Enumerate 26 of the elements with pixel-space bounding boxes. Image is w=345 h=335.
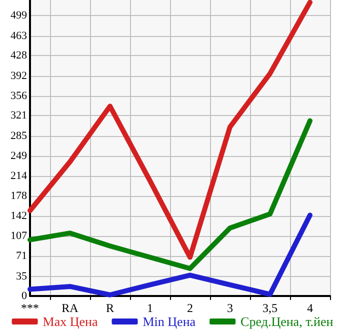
legend-label: Min Цена	[142, 314, 196, 329]
y-tick-label: 428	[10, 50, 28, 62]
y-tick-label: 356	[10, 90, 28, 102]
y-tick-label: 142	[10, 210, 27, 222]
x-tick-label: 3	[227, 301, 233, 315]
x-tick-label: 4	[307, 301, 313, 315]
y-tick-label: 249	[10, 150, 28, 162]
y-tick-label: 285	[10, 130, 28, 142]
y-tick-label: 178	[10, 190, 28, 202]
x-tick-label: R	[106, 301, 114, 315]
y-tick-label: 463	[10, 30, 28, 42]
x-tick-label: 1	[147, 301, 153, 315]
legend-label: Сред.Цена, т.йен	[240, 314, 334, 329]
y-tick-label: 392	[10, 70, 27, 82]
y-tick-label: 35	[16, 270, 28, 282]
y-tick-label: 0	[22, 290, 28, 302]
y-tick-label: 107	[10, 230, 28, 242]
x-tick-label: ***	[21, 301, 39, 315]
y-tick-label: 321	[10, 110, 27, 122]
x-tick-label: 3,5	[262, 301, 278, 315]
legend-label: Max Цена	[42, 314, 98, 329]
y-tick-label: 71	[16, 250, 27, 262]
y-tick-label: 214	[10, 170, 28, 182]
x-tick-label: RA	[62, 301, 79, 315]
x-tick-label: 2	[187, 301, 193, 315]
y-tick-label: 499	[10, 10, 28, 22]
